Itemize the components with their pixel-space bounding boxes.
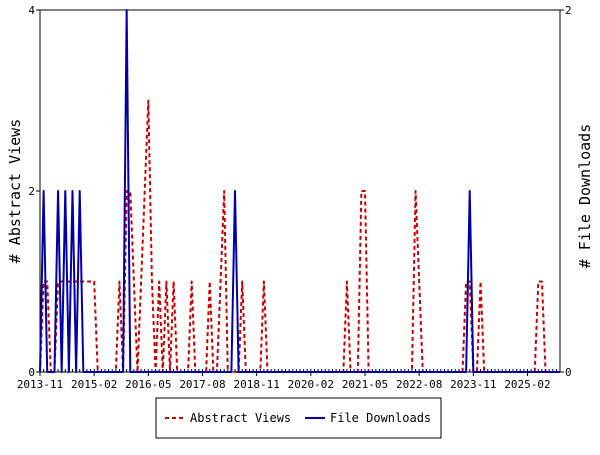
x-tick-label: 2020-02: [288, 378, 334, 391]
x-tick-label: 2023-11: [450, 378, 496, 391]
x-tick-label: 2017-08: [179, 378, 225, 391]
y-right-axis-title: # File Downloads: [576, 124, 594, 269]
y-right-tick-label: 0: [565, 366, 572, 379]
x-tick-label: 2016-05: [125, 378, 171, 391]
y-left-tick-label: 2: [28, 185, 35, 198]
x-axis-ticks: 2013-11 2015-02 2016-05 2017-08 2018-11 2020-…: [17, 369, 561, 391]
y-right-tick-label: 2: [565, 4, 572, 17]
y-right-axis-ticks: 02: [560, 4, 572, 379]
x-tick-label: 2015-02: [71, 378, 117, 391]
y-left-axis-title: # Abstract Views: [6, 119, 24, 264]
x-tick-label: 2025-02: [504, 378, 550, 391]
x-tick-label: 2018-11: [233, 378, 279, 391]
y-left-tick-label: 4: [28, 4, 35, 17]
y-left-axis-ticks: 0 2 4: [28, 4, 40, 379]
series-line-file-downloads: [39, 9, 560, 373]
legend-label-file-downloads: File Downloads: [330, 411, 431, 425]
x-tick-label: 2013-11: [17, 378, 63, 391]
legend-label-abstract-views: Abstract Views: [190, 411, 291, 425]
x-tick-label: 2022-08: [396, 378, 442, 391]
y-left-tick-label: 0: [28, 366, 35, 379]
legend: Abstract Views File Downloads: [155, 397, 442, 439]
x-tick-label: 2021-05: [342, 378, 388, 391]
legend-box: [155, 397, 442, 439]
series-layer: [39, 9, 560, 373]
